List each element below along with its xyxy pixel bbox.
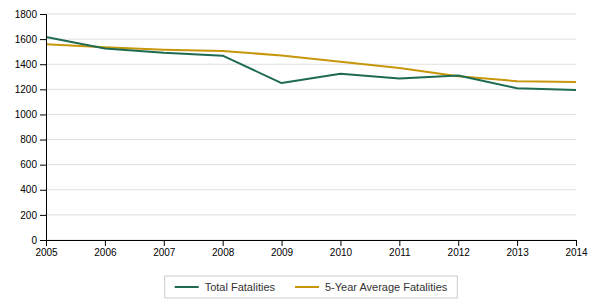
tick-mark — [340, 240, 341, 246]
tick-label: 1400 — [15, 59, 38, 70]
tick: 2011 — [389, 240, 411, 258]
tick-mark — [458, 240, 459, 246]
tick-mark — [40, 140, 46, 141]
tick-label: 2012 — [448, 247, 471, 258]
tick: 2007 — [153, 240, 176, 258]
tick: 2014 — [565, 240, 588, 258]
tick: 2008 — [212, 240, 235, 258]
legend-swatch — [175, 286, 199, 288]
tick: 1400 — [15, 59, 46, 70]
grid-line — [46, 39, 576, 40]
plot: 2005 2006 2007 2008 2009 2010 2011 2012 2013 2014… — [15, 9, 588, 258]
tick-label: 1600 — [15, 34, 38, 45]
series-line — [46, 37, 576, 90]
legend-label: Total Fatalities — [205, 281, 276, 293]
tick-label: 600 — [20, 159, 37, 170]
tick: 2013 — [506, 240, 529, 258]
tick-label: 1800 — [15, 9, 38, 20]
legend: Total Fatalities 5-Year Average Fatalitie… — [165, 276, 458, 298]
axis-line — [47, 241, 577, 247]
tick-mark — [40, 240, 46, 241]
chart: 2005 2006 2007 2008 2009 2010 2011 2012 2013 2014… — [0, 0, 600, 304]
tick-label: 2013 — [506, 247, 529, 258]
tick-mark — [40, 64, 46, 65]
tick-mark — [576, 240, 577, 246]
tick: 2010 — [330, 240, 353, 258]
tick-label: 2010 — [330, 247, 353, 258]
tick-label: 2011 — [389, 247, 411, 258]
tick-mark — [40, 190, 46, 191]
tick: 800 — [20, 134, 46, 145]
legend-swatch — [295, 286, 319, 288]
tick-label: 2009 — [271, 247, 294, 258]
legend-item: Total Fatalities — [175, 281, 276, 293]
tick-mark — [40, 89, 46, 90]
tick: 2012 — [448, 240, 471, 258]
tick-label: 2007 — [153, 247, 176, 258]
tick: 1200 — [15, 84, 46, 95]
tick: 2009 — [271, 240, 294, 258]
axis-line — [40, 15, 47, 241]
legend-label: 5-Year Average Fatalities — [325, 281, 448, 293]
tick: 1800 — [15, 9, 46, 20]
tick-mark — [40, 215, 46, 216]
tick: 0 — [31, 235, 46, 246]
grid-line — [46, 139, 576, 140]
tick-label: 2014 — [565, 247, 588, 258]
tick-mark — [40, 14, 46, 15]
tick-mark — [40, 114, 46, 115]
grid-line — [46, 214, 576, 215]
grid-line — [46, 89, 576, 90]
tick: 600 — [20, 159, 46, 170]
tick-label: 1000 — [15, 109, 38, 120]
y-axis: 0 200 400 600 800 1000 1200 1400 1600 1800 — [15, 9, 47, 246]
legend-item: 5-Year Average Fatalities — [295, 281, 448, 293]
grid-line — [46, 14, 576, 15]
grid — [46, 14, 576, 240]
tick-label: 200 — [20, 210, 37, 221]
tick-mark — [40, 165, 46, 166]
tick-label: 0 — [31, 235, 37, 246]
tick: 2006 — [94, 240, 117, 258]
tick-mark — [223, 240, 224, 246]
tick-mark — [40, 39, 46, 40]
tick-label: 400 — [20, 184, 37, 195]
tick: 200 — [20, 210, 46, 221]
tick-mark — [164, 240, 165, 246]
lines — [46, 37, 576, 90]
grid-line — [46, 164, 576, 165]
tick-label: 2005 — [35, 247, 58, 258]
tick-mark — [517, 240, 518, 246]
tick-label: 2008 — [212, 247, 235, 258]
tick-label: 1200 — [15, 84, 38, 95]
x-axis: 2005 2006 2007 2008 2009 2010 2011 2012 2013 2014 — [35, 240, 588, 258]
tick-label: 800 — [20, 134, 37, 145]
tick: 400 — [20, 184, 46, 195]
tick: 2005 — [35, 240, 58, 258]
tick-mark — [282, 240, 283, 246]
tick: 1600 — [15, 34, 46, 45]
grid-line — [46, 64, 576, 65]
tick: 1000 — [15, 109, 46, 120]
tick-mark — [105, 240, 106, 246]
grid-line — [46, 189, 576, 190]
tick-mark — [399, 240, 400, 246]
grid-line — [46, 114, 576, 115]
legend-frame — [165, 276, 458, 298]
tick-label: 2006 — [94, 247, 117, 258]
